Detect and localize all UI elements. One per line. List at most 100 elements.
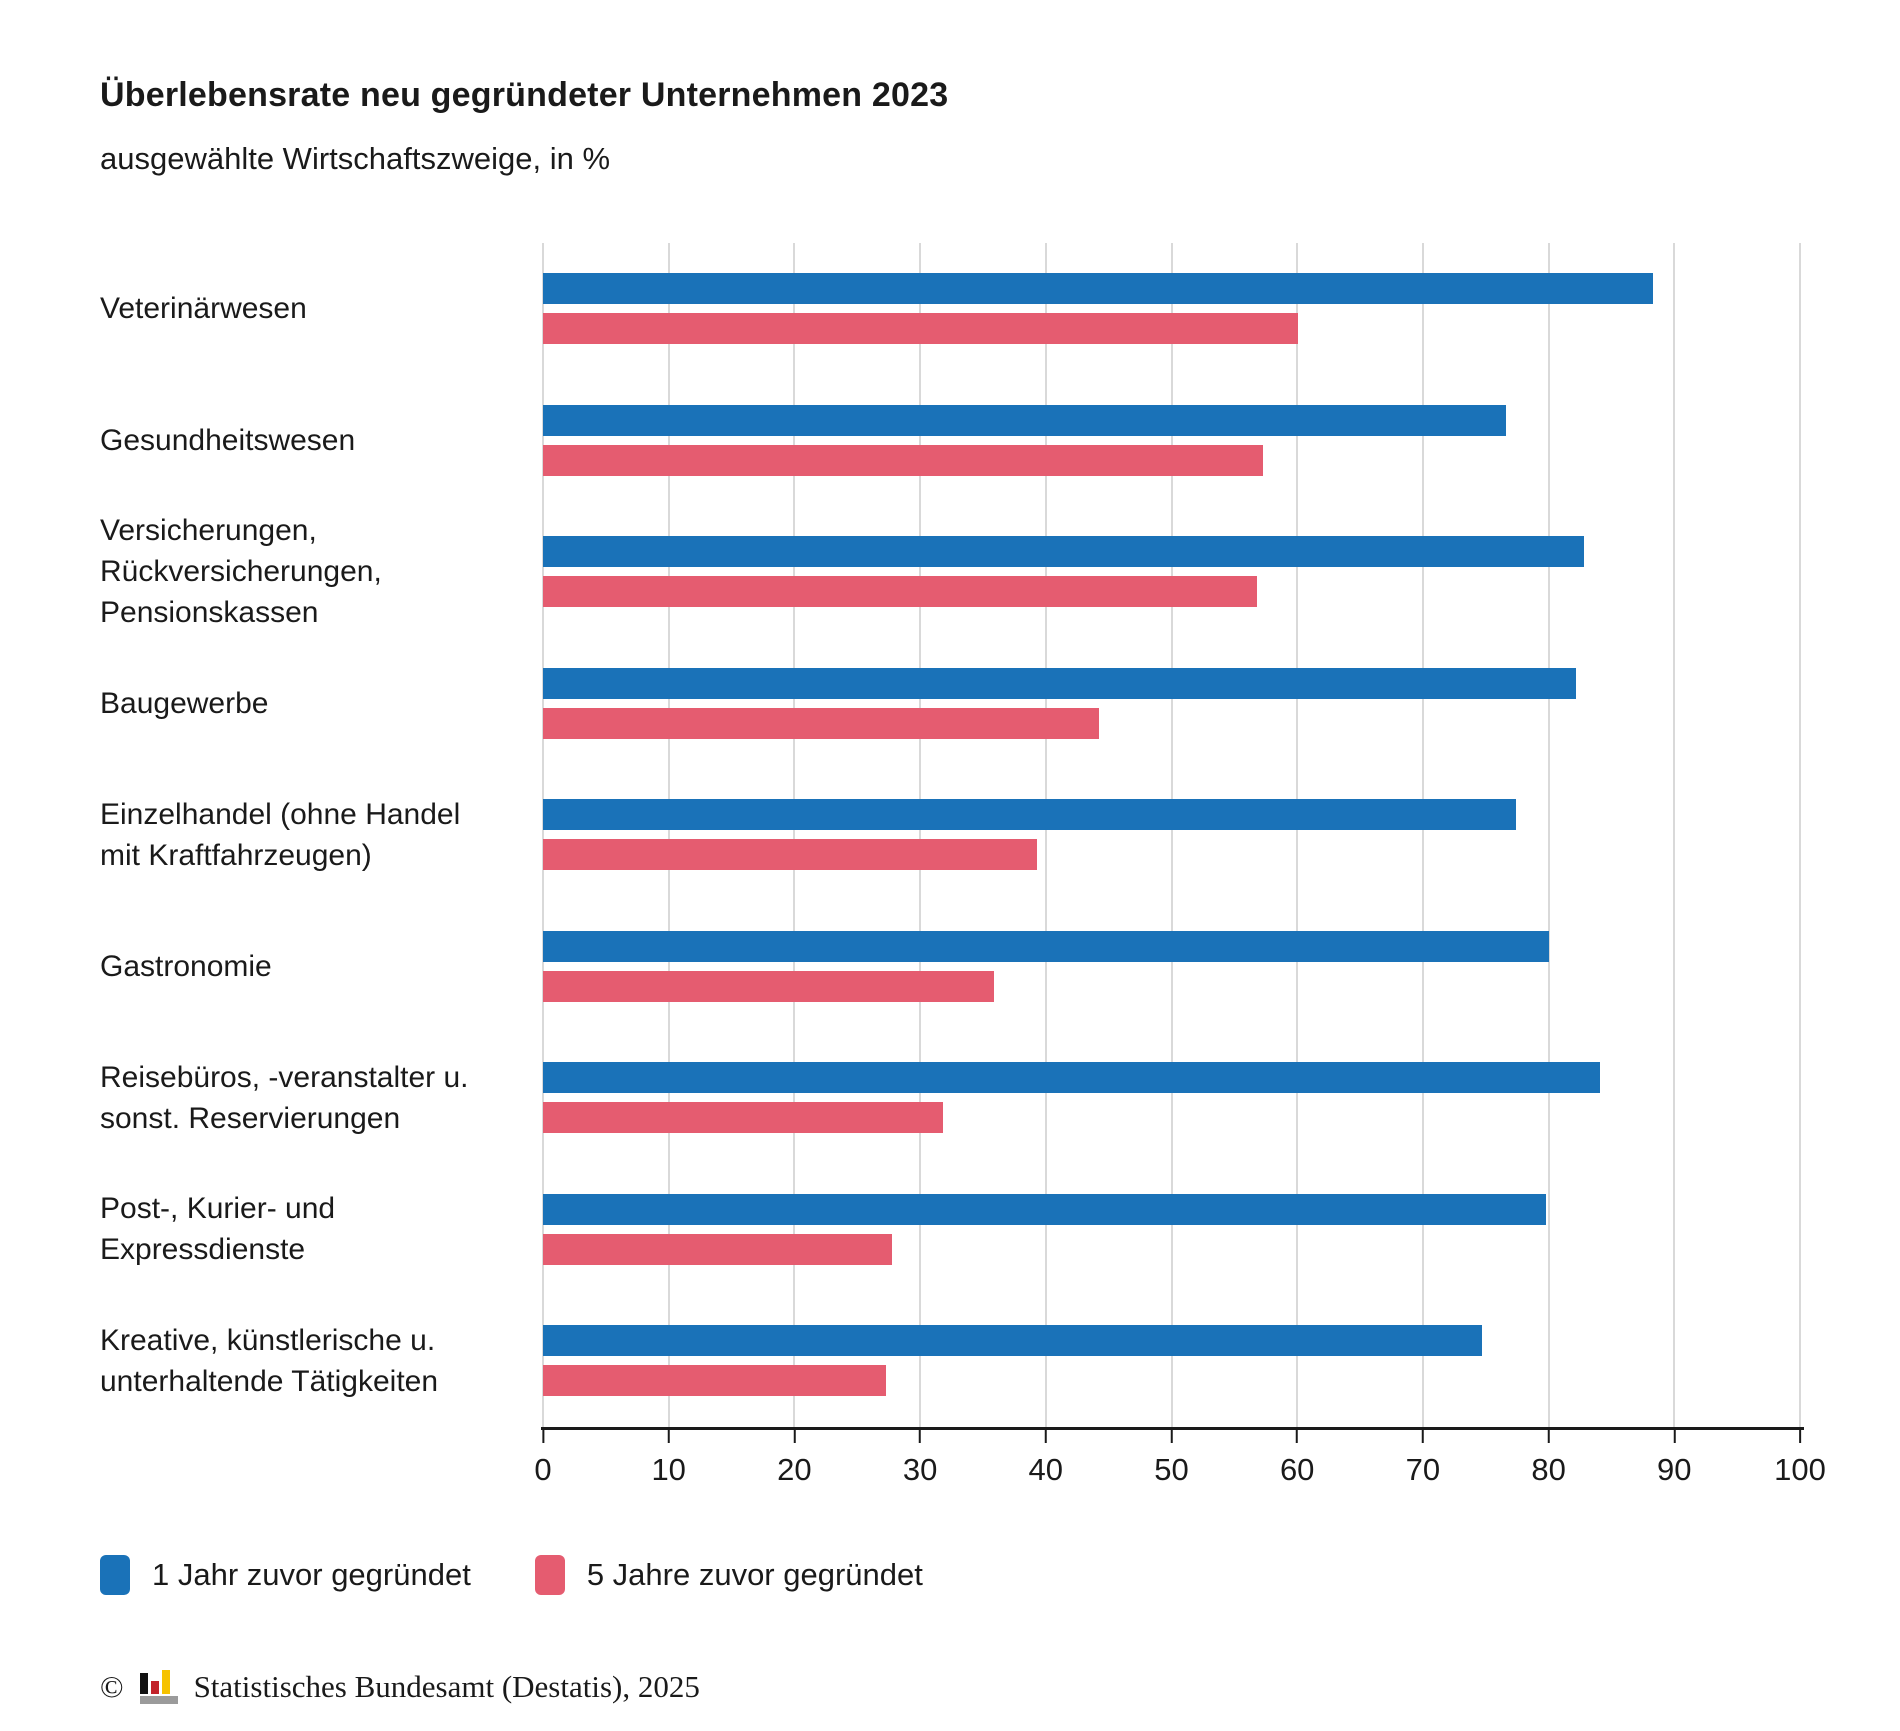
- bar-pair: [543, 506, 1800, 638]
- gridline: [1547, 243, 1550, 1427]
- x-tick-label: 0: [534, 1451, 552, 1487]
- x-tick-label: 50: [1154, 1451, 1189, 1487]
- x-tick-label: 40: [1028, 1451, 1064, 1487]
- bar-chart: Veterinärwesen Gesundheitswesen Versiche…: [100, 243, 1826, 1491]
- bar-5-jahre-zuvor[interactable]: [543, 313, 1299, 345]
- gridlines: [542, 243, 1801, 1427]
- bar-1-jahr-zuvor[interactable]: [543, 1193, 1547, 1225]
- gridline: [919, 243, 922, 1427]
- bar-5-jahre-zuvor[interactable]: [543, 444, 1264, 476]
- category-row: Reisebüros, -veranstalter u. sonst. Rese…: [100, 1032, 1800, 1164]
- category-label: Gesundheitswesen: [100, 423, 356, 457]
- bar-5-jahre-zuvor[interactable]: [543, 1102, 943, 1134]
- x-tick-label: 20: [777, 1451, 812, 1487]
- x-axis-tick: 70: [1405, 1429, 1441, 1488]
- x-tick-mark: [1673, 1429, 1676, 1443]
- x-tick-mark: [793, 1429, 796, 1443]
- category-label: Gastronomie: [100, 949, 272, 983]
- x-tick-mark: [1421, 1429, 1424, 1443]
- x-axis-tick: 40: [1028, 1429, 1064, 1488]
- destatis-logo-icon: [139, 1669, 178, 1704]
- bar-1-jahr-zuvor[interactable]: [543, 404, 1506, 436]
- bar-1-jahr-zuvor[interactable]: [543, 273, 1653, 305]
- gridline: [1296, 243, 1299, 1427]
- x-tick-mark: [667, 1429, 670, 1443]
- gridline: [542, 243, 544, 1427]
- bar-1-jahr-zuvor[interactable]: [543, 667, 1577, 699]
- bar-pair: [543, 638, 1800, 770]
- x-tick-label: 100: [1774, 1451, 1826, 1487]
- x-tick-label: 70: [1405, 1451, 1441, 1487]
- x-tick-mark: [1044, 1429, 1047, 1443]
- category-label: Reisebüros, -veranstalter u. sonst. Rese…: [100, 1060, 469, 1135]
- legend-swatch-1-jahr-icon: [100, 1554, 130, 1595]
- x-tick-mark: [542, 1429, 544, 1443]
- category-rows: Veterinärwesen Gesundheitswesen Versiche…: [100, 243, 1800, 1427]
- category-row: Gesundheitswesen: [100, 375, 1800, 507]
- x-axis-tick: 100: [1774, 1429, 1826, 1488]
- category-row: Post-, Kurier- und Expressdienste: [100, 1164, 1800, 1296]
- x-axis-tick: 20: [777, 1429, 812, 1488]
- x-tick-mark: [1296, 1429, 1299, 1443]
- category-label: Kreative, künstlerische u. unterhaltende…: [100, 1323, 439, 1398]
- gridline: [1044, 243, 1047, 1427]
- x-tick-mark: [1547, 1429, 1550, 1443]
- category-row: Veterinärwesen: [100, 243, 1800, 375]
- bar-pair: [543, 901, 1800, 1033]
- bar-5-jahre-zuvor[interactable]: [543, 839, 1037, 871]
- x-axis-tick: 0: [534, 1429, 552, 1488]
- x-axis-tick: 80: [1531, 1429, 1566, 1488]
- category-row: Einzelhandel (ohne Handel mit Kraftfahrz…: [100, 769, 1800, 901]
- bar-1-jahr-zuvor[interactable]: [543, 1062, 1601, 1094]
- category-row: Kreative, künstlerische u. unterhaltende…: [100, 1295, 1800, 1427]
- x-axis-line: [541, 1426, 1804, 1430]
- bar-1-jahr-zuvor[interactable]: [543, 1325, 1482, 1357]
- bar-5-jahre-zuvor[interactable]: [543, 1365, 887, 1397]
- bar-5-jahre-zuvor[interactable]: [543, 707, 1099, 739]
- category-label: Post-, Kurier- und Expressdienste: [100, 1192, 336, 1267]
- category-row: Gastronomie: [100, 901, 1800, 1033]
- bar-pair: [543, 1164, 1800, 1296]
- plot-area: Veterinärwesen Gesundheitswesen Versiche…: [100, 243, 1801, 1427]
- x-tick-label: 60: [1279, 1451, 1315, 1487]
- bar-pair: [543, 243, 1800, 375]
- x-tick-mark: [1170, 1429, 1173, 1443]
- x-tick-label: 90: [1657, 1451, 1692, 1487]
- gridline: [1799, 243, 1801, 1427]
- x-tick-mark: [1798, 1429, 1801, 1443]
- x-axis-tick: 50: [1154, 1429, 1189, 1488]
- bar-pair: [543, 1295, 1800, 1427]
- gridline: [667, 243, 670, 1427]
- bar-pair: [543, 1032, 1800, 1164]
- x-axis-tick: 10: [651, 1429, 686, 1488]
- legend-label-5-jahre: 5 Jahre zuvor gegründet: [586, 1556, 923, 1592]
- category-row: Baugewerbe: [100, 638, 1800, 770]
- legend-item-5-jahre[interactable]: 5 Jahre zuvor gegründet: [534, 1554, 923, 1595]
- chart-subtitle: ausgewählte Wirtschaftszweige, in %: [100, 141, 611, 176]
- bar-5-jahre-zuvor[interactable]: [543, 970, 995, 1002]
- x-tick-label: 10: [651, 1451, 686, 1487]
- legend: 1 Jahr zuvor gegründet 5 Jahre zuvor geg…: [100, 1554, 1800, 1595]
- x-axis-tick: 90: [1657, 1429, 1692, 1488]
- legend-label-1-jahr: 1 Jahr zuvor gegründet: [152, 1556, 471, 1592]
- x-tick-mark: [919, 1429, 922, 1443]
- bar-5-jahre-zuvor[interactable]: [543, 1233, 893, 1265]
- legend-item-1-jahr[interactable]: 1 Jahr zuvor gegründet: [100, 1554, 471, 1595]
- chart-title: Überlebensrate neu gegründeter Unternehm…: [100, 76, 949, 114]
- category-row: Versicherungen, Rückversicherungen, Pens…: [100, 506, 1800, 638]
- category-label: Veterinärwesen: [100, 292, 307, 326]
- x-tick-label: 30: [902, 1451, 938, 1487]
- category-label: Baugewerbe: [100, 686, 269, 720]
- bar-5-jahre-zuvor[interactable]: [543, 576, 1257, 608]
- x-tick-label: 80: [1531, 1451, 1566, 1487]
- copyright-symbol: ©: [100, 1669, 124, 1704]
- bar-1-jahr-zuvor[interactable]: [543, 799, 1516, 831]
- bar-1-jahr-zuvor[interactable]: [543, 536, 1584, 568]
- gridline: [1421, 243, 1424, 1427]
- x-axis-tick: 30: [902, 1429, 938, 1488]
- bar-pair: [543, 769, 1800, 901]
- bar-1-jahr-zuvor[interactable]: [543, 930, 1549, 962]
- x-axis-tick: 60: [1279, 1429, 1315, 1488]
- gridline: [1673, 243, 1676, 1427]
